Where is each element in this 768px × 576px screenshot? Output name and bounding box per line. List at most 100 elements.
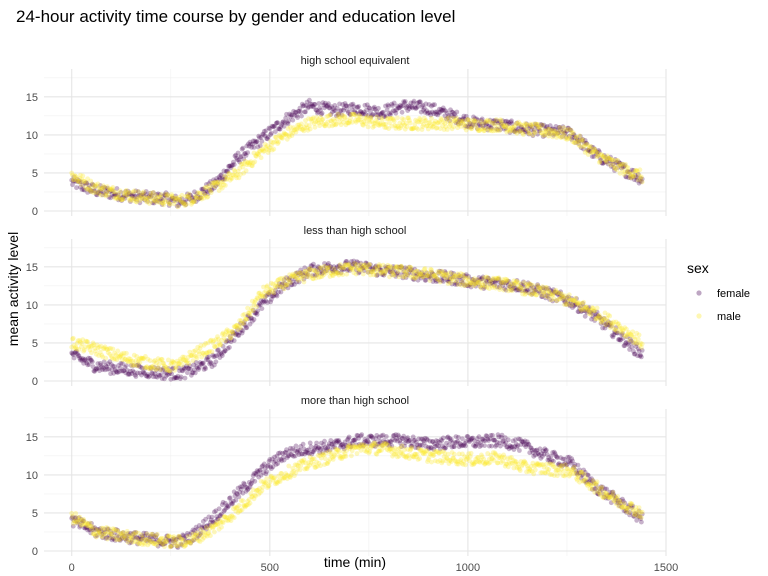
data-point [169,192,175,198]
data-point [212,185,217,191]
data-point [482,443,487,448]
data-point [550,126,556,132]
data-point [355,105,361,110]
data-point [181,201,187,207]
data-point [288,280,293,285]
data-point [588,149,594,154]
data-point [318,268,324,273]
data-point [334,116,340,121]
data-point [399,264,404,270]
data-point [551,131,557,137]
data-point [167,201,173,207]
data-point [261,132,266,138]
data-point [364,114,370,120]
data-point [581,299,586,305]
data-point [509,124,515,130]
data-point [342,115,348,120]
data-point [309,263,315,269]
data-point [602,157,608,162]
data-point [223,339,229,345]
data-point [151,200,157,206]
data-point [310,103,315,109]
data-point [599,152,605,158]
data-point [401,269,407,275]
data-point [450,274,456,280]
data-point [122,364,128,370]
data-point [79,187,85,192]
data-point [325,262,331,268]
data-point [192,195,198,201]
data-point [302,109,308,115]
data-point [123,189,128,194]
data-point [344,117,350,123]
data-point [117,365,123,371]
data-point [154,199,159,205]
data-point [357,113,362,118]
data-point [367,105,373,111]
data-point [376,123,382,128]
data-point [627,175,633,181]
data-point [303,271,309,277]
data-point [455,119,460,125]
data-point [78,172,83,178]
data-point [392,123,398,128]
data-point [589,149,595,155]
data-point [335,112,341,118]
data-point [301,276,307,282]
data-point [546,130,552,136]
data-point [497,285,502,290]
data-point [231,162,237,168]
data-point [551,132,556,138]
data-point [400,275,406,281]
data-point [124,188,129,193]
data-point [216,506,222,512]
data-point [497,119,502,124]
data-point [192,199,197,205]
data-point [279,135,285,140]
data-point [318,107,323,113]
data-point [313,268,319,274]
data-point [390,116,395,121]
y-tick-label: 15 [26,92,38,104]
data-point [200,193,205,199]
data-point [281,123,287,129]
data-point [199,186,205,192]
data-point [305,272,311,277]
data-point [433,279,439,284]
data-point [460,120,465,125]
data-point [399,116,405,121]
data-point [341,113,347,119]
data-point [219,185,225,191]
data-point [108,187,113,192]
data-point [425,273,430,279]
data-point [169,371,175,377]
data-point [152,198,158,204]
data-point [140,369,146,375]
data-point [87,356,93,361]
data-point [525,127,531,133]
data-point [413,273,418,279]
data-point [379,117,385,123]
data-point [95,190,101,196]
data-point [462,282,468,288]
data-point [98,189,104,195]
data-point [406,115,411,121]
data-point [246,160,251,166]
data-point [200,187,205,192]
data-point [333,122,338,128]
data-point [219,351,224,357]
data-point [517,286,523,291]
data-point [488,125,494,131]
data-point [295,108,301,114]
data-point [236,503,242,508]
data-point [272,291,277,296]
data-point [295,115,300,120]
data-point [411,98,417,104]
data-point [103,193,109,199]
data-point [119,198,125,204]
data-point [220,177,226,182]
data-point [301,279,307,285]
data-point [405,115,411,121]
data-point [268,139,273,144]
data-point [192,193,198,199]
